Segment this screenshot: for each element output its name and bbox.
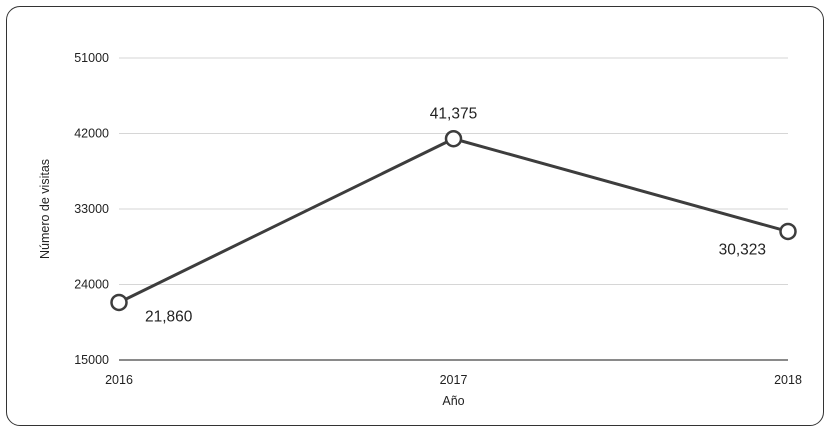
y-axis-title: Número de visitas — [38, 159, 52, 259]
series-group — [110, 129, 797, 312]
series-line — [118, 137, 789, 304]
x-tick-label: 2016 — [105, 373, 133, 387]
data-point — [779, 222, 797, 241]
x-axis-title: Año — [442, 394, 464, 408]
data-label: 21,860 — [145, 308, 193, 325]
data-labels: 21,860 41,375 30,323 — [145, 106, 766, 326]
y-tick-label: 33000 — [74, 202, 109, 216]
gridlines — [119, 57, 788, 285]
x-axis-ticks: 2016 2017 2018 — [105, 373, 802, 387]
y-tick-label: 24000 — [74, 278, 109, 292]
x-tick-label: 2017 — [440, 373, 468, 387]
data-point — [444, 129, 463, 148]
y-axis-ticks: 15000 24000 33000 42000 51000 — [74, 51, 109, 367]
data-label: 41,375 — [430, 106, 477, 123]
x-tick-label: 2018 — [774, 373, 802, 387]
y-tick-label: 15000 — [74, 353, 109, 367]
data-label: 30,323 — [719, 241, 766, 258]
y-tick-label: 42000 — [74, 127, 109, 141]
y-tick-label: 51000 — [74, 51, 109, 65]
data-point — [110, 293, 128, 312]
chart-frame — [6, 6, 824, 426]
